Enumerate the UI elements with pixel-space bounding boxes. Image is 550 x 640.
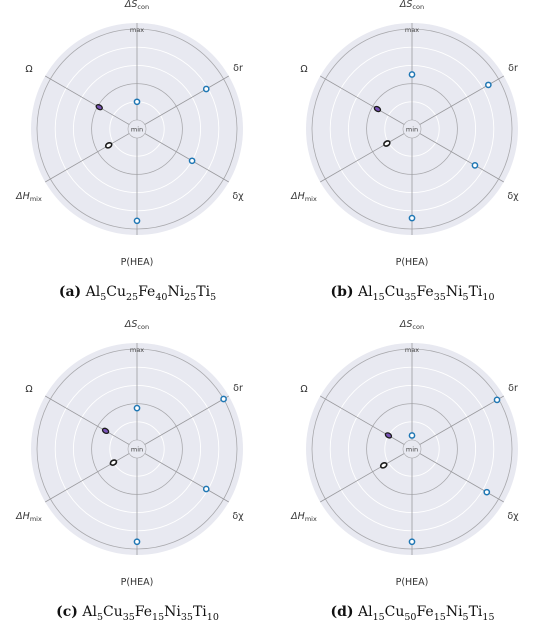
caption-formula: Al5Cu35Fe15Ni35Ti10 — [82, 604, 219, 623]
data-point — [202, 485, 210, 493]
data-point — [483, 488, 491, 496]
radar-panel-c: min max ΔScon δr δχ P(HEA) ΔHmix Ω (c) Al5Cu35F… — [0, 319, 275, 640]
caption-formula: Al15Cu35Fe35Ni5Ti10 — [357, 284, 495, 303]
data-point — [95, 104, 103, 111]
data-point — [379, 461, 388, 469]
axis-label: δr — [508, 63, 518, 74]
scale-max-label: max — [130, 26, 144, 34]
axis-spoke — [45, 133, 130, 183]
axis-label: ΔScon — [399, 319, 424, 331]
data-point — [408, 214, 416, 222]
scale-min-label: min — [406, 446, 418, 454]
axis-label: δr — [233, 63, 243, 74]
data-point — [133, 98, 141, 106]
axis-label: ΔHmix — [15, 511, 42, 523]
caption-formula: Al5Cu25Fe40Ni25Ti5 — [85, 284, 217, 303]
axis-label: δχ — [507, 191, 519, 202]
axis-label: Ω — [25, 64, 32, 75]
caption-letter: (a) — [58, 284, 82, 300]
data-point — [383, 140, 391, 147]
radar-panel-a: min max ΔScon δr δχ P(HEA) ΔHmix Ω (a) Al5Cu25F… — [0, 0, 275, 320]
axis-spoke — [419, 453, 504, 503]
axis-spoke — [45, 395, 130, 445]
axis-label: Ω — [300, 384, 307, 395]
scale-min-label: min — [406, 126, 418, 134]
radar-chart-b: min max ΔScon δr δχ P(HEA) ΔHmix Ω — [290, 0, 519, 268]
radar-panel-b: min max ΔScon δr δχ P(HEA) ΔHmix Ω (b) Al15Cu35… — [275, 0, 550, 320]
axis-spoke — [144, 453, 229, 503]
radar-chart-c: min max ΔScon δr δχ P(HEA) ΔHmix Ω — [15, 319, 244, 588]
data-point — [384, 432, 393, 439]
caption-formula: Al15Cu50Fe15Ni5Ti15 — [357, 604, 495, 623]
data-point — [133, 538, 141, 546]
caption-letter: (d) — [330, 604, 354, 620]
axis-spoke — [419, 395, 504, 445]
axis-spoke — [320, 75, 405, 125]
data-point — [408, 432, 416, 439]
axis-label: δr — [508, 383, 518, 394]
data-point — [188, 157, 196, 165]
radar-background — [31, 23, 243, 235]
axis-label: ΔHmix — [290, 191, 317, 203]
axis-label: ΔScon — [124, 319, 149, 331]
axis-label: δχ — [507, 511, 519, 522]
radar-panel-d: min max ΔScon δr δχ P(HEA) ΔHmix Ω (d) Al15Cu50… — [275, 319, 550, 640]
data-point — [133, 217, 141, 225]
radar-chart-d: min max ΔScon δr δχ P(HEA) ΔHmix Ω — [290, 319, 519, 588]
axis-label: δχ — [232, 191, 244, 202]
caption-letter: (c) — [56, 604, 78, 620]
axis-label: ΔScon — [399, 0, 424, 11]
axis-label: P(HEA) — [396, 577, 429, 588]
axis-label: δχ — [232, 511, 244, 522]
data-point — [133, 404, 141, 412]
axis-label: P(HEA) — [121, 577, 154, 588]
data-point — [408, 538, 416, 546]
axis-spoke — [45, 75, 130, 125]
radar-background — [306, 23, 518, 235]
axis-spoke — [144, 133, 229, 183]
scale-min-label: min — [131, 126, 143, 134]
data-point — [471, 162, 479, 169]
axis-label: ΔHmix — [15, 191, 42, 203]
data-point — [101, 427, 110, 435]
caption-d: (d) Al15Cu50Fe15Ni5Ti15 — [275, 604, 550, 623]
scale-max-label: max — [405, 26, 419, 34]
axis-label: ΔScon — [124, 0, 149, 11]
data-point — [408, 71, 416, 78]
axis-label: P(HEA) — [121, 257, 154, 268]
data-point — [373, 105, 382, 113]
data-point — [104, 141, 113, 149]
radar-background — [306, 343, 518, 555]
radar-background — [31, 343, 243, 555]
data-point — [485, 81, 492, 89]
data-point — [109, 459, 118, 466]
caption-b: (b) Al15Cu35Fe35Ni5Ti10 — [275, 284, 550, 303]
scale-max-label: max — [130, 346, 144, 354]
axis-label: Ω — [300, 64, 307, 75]
caption-letter: (b) — [330, 284, 354, 300]
axis-spoke — [320, 453, 405, 503]
data-point — [493, 396, 501, 404]
data-point — [220, 395, 227, 403]
axis-spoke — [144, 75, 229, 125]
axis-label: Ω — [25, 384, 32, 395]
data-point — [202, 85, 210, 93]
axis-spoke — [419, 133, 504, 183]
scale-max-label: max — [405, 346, 419, 354]
axis-label: ΔHmix — [290, 511, 317, 523]
radar-chart-a: min max ΔScon δr δχ P(HEA) ΔHmix Ω — [15, 0, 244, 268]
caption-a: (a) Al5Cu25Fe40Ni25Ti5 — [0, 284, 275, 303]
axis-label: δr — [233, 383, 243, 394]
axis-label: P(HEA) — [396, 257, 429, 268]
scale-min-label: min — [131, 446, 143, 454]
caption-c: (c) Al5Cu35Fe15Ni35Ti10 — [0, 604, 275, 623]
axis-spoke — [144, 395, 229, 445]
